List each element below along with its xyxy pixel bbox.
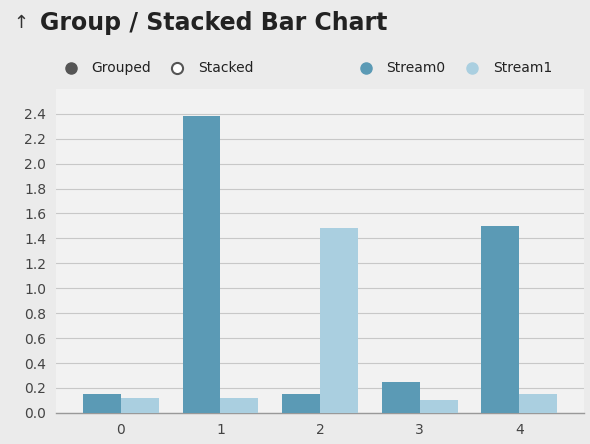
Bar — [419, 400, 458, 413]
Bar — [83, 394, 121, 413]
Text: ↑: ↑ — [13, 14, 28, 32]
Bar — [282, 394, 320, 413]
Bar — [221, 398, 258, 413]
Bar — [382, 382, 419, 413]
Bar — [519, 394, 557, 413]
Text: Group / Stacked Bar Chart: Group / Stacked Bar Chart — [40, 11, 388, 36]
Bar — [481, 226, 519, 413]
Text: Stream1: Stream1 — [493, 61, 552, 75]
Text: Grouped: Grouped — [91, 61, 151, 75]
Text: Stream0: Stream0 — [386, 61, 445, 75]
Bar — [121, 398, 159, 413]
Bar — [320, 228, 358, 413]
Text: Stacked: Stacked — [198, 61, 253, 75]
Bar — [182, 116, 221, 413]
